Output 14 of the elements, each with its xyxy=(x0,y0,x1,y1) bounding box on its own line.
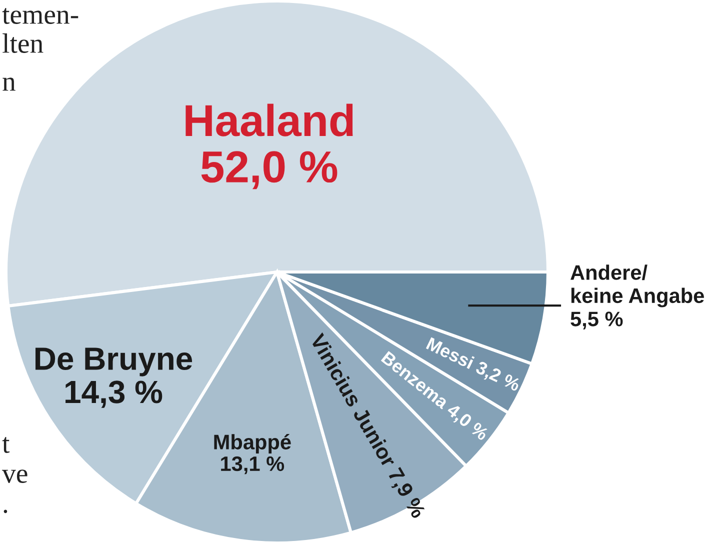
text: . xyxy=(4,510,8,514)
slice-label: Andere/ keine Angabe xyxy=(570,264,704,308)
slice-label: Mbappé xyxy=(214,434,291,454)
text: temen- xyxy=(2,8,78,24)
text: ve xyxy=(2,470,28,483)
slice-label: Haaland xyxy=(186,104,353,136)
text: t xyxy=(2,437,10,453)
text: lten xyxy=(2,33,44,53)
slice-label: De Bruyne xyxy=(36,348,192,376)
data-label: 13,1 % xyxy=(221,456,284,474)
text: n xyxy=(2,78,16,91)
data-label: 5,5 % xyxy=(570,312,623,330)
data-label: 52,0 % xyxy=(201,151,338,190)
data-label: 14,3 % xyxy=(66,380,162,408)
